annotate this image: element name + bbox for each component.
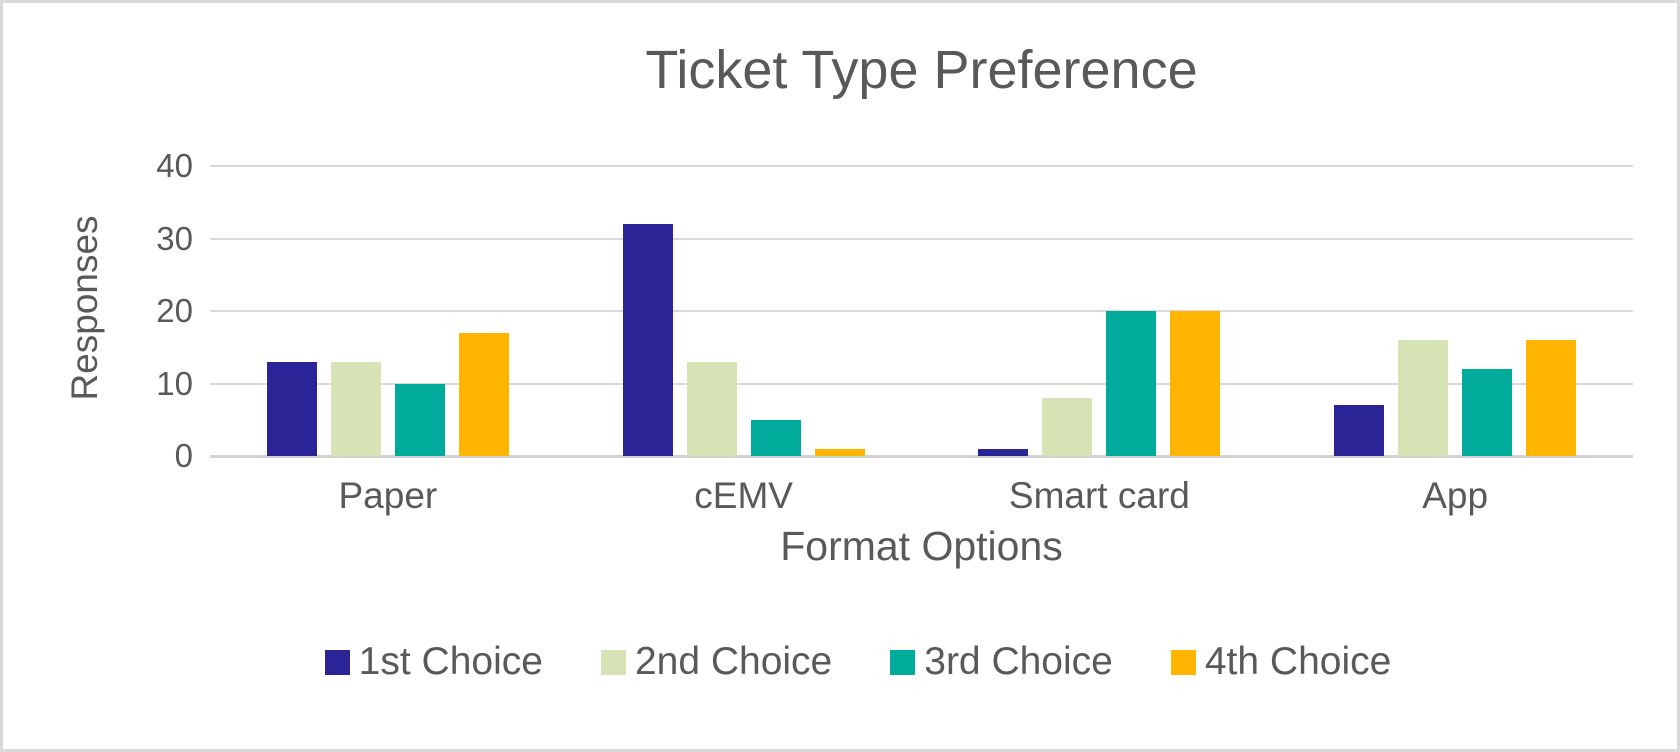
bar-paper-series-2 (330, 361, 381, 456)
gridline (210, 165, 1633, 167)
bar-cemv-series-3 (750, 419, 801, 456)
bar-paper-series-4 (458, 332, 509, 456)
bar-smart-card-series-3 (1106, 311, 1157, 456)
y-tick-label: 10 (156, 364, 193, 402)
chart-title: Ticket Type Preference (645, 40, 1198, 100)
bar-smart-card-series-1 (978, 448, 1029, 456)
plot-area: 0 10 20 30 40 Paper cEMV Smart card App (3, 3, 1680, 752)
x-axis-baseline (210, 455, 1633, 458)
legend-label: 3rd Choice (924, 640, 1113, 683)
bar-paper-series-3 (394, 383, 445, 456)
category-label-smart-card: Smart card (1008, 475, 1190, 516)
category-label-paper: Paper (338, 475, 438, 516)
bar-cemv-series-4 (814, 448, 865, 456)
legend-label: 1st Choice (358, 640, 543, 683)
y-tick-label: 0 (174, 437, 193, 474)
gridline (210, 237, 1633, 240)
gridline (210, 310, 1633, 312)
category-label-cemv: cEMV (694, 475, 793, 516)
legend-label: 2nd Choice (634, 640, 833, 683)
bar-app-series-3 (1462, 369, 1513, 456)
category-label-app: App (1422, 475, 1489, 516)
y-tick-label: 30 (156, 219, 193, 257)
legend: 1st Choice 2nd Choice 3rd Choice 4th Choice (18, 640, 1680, 684)
bar-smart-card-series-2 (1042, 398, 1093, 456)
bar-cemv-series-2 (686, 361, 737, 456)
legend-swatch-icon (1170, 649, 1196, 675)
legend-item-1st-choice: 1st Choice (324, 640, 543, 684)
legend-swatch-icon (890, 649, 916, 675)
bar-app-series-1 (1334, 405, 1385, 456)
bar-app-series-2 (1398, 340, 1449, 456)
y-axis-title: Responses (64, 215, 105, 401)
legend-item-3rd-choice: 3rd Choice (890, 640, 1113, 684)
legend-item-2nd-choice: 2nd Choice (600, 640, 833, 684)
y-tick-label: 40 (156, 147, 193, 184)
x-axis-title: Format Options (780, 523, 1063, 569)
legend-label: 4th Choice (1204, 640, 1392, 683)
bar-smart-card-series-4 (1170, 311, 1221, 456)
y-tick-label: 20 (156, 292, 193, 329)
bar-app-series-4 (1526, 340, 1577, 456)
bar-paper-series-1 (266, 361, 317, 456)
bar-cemv-series-1 (622, 224, 673, 456)
legend-swatch-icon (324, 649, 350, 675)
legend-swatch-icon (600, 649, 626, 675)
gridline (210, 382, 1633, 385)
legend-item-4th-choice: 4th Choice (1170, 640, 1392, 684)
